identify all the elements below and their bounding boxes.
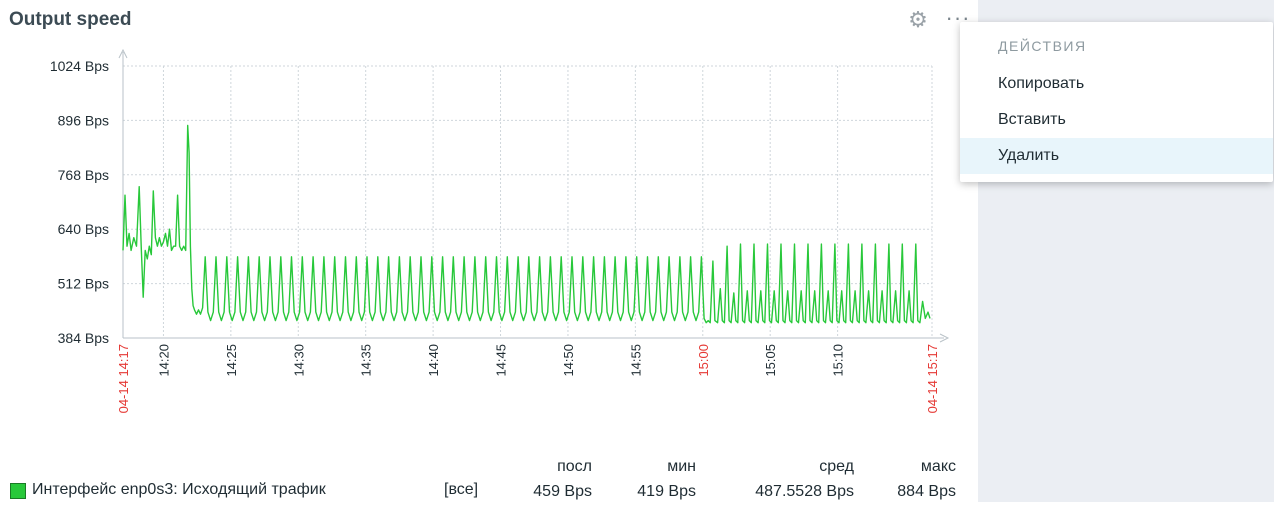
chart-axes xyxy=(118,48,950,343)
x-tick-label: 14:35 xyxy=(359,344,374,377)
y-tick-label: 512 Bps xyxy=(58,276,109,292)
legend-col-max: макс 884 Bps xyxy=(856,455,956,503)
legend-col-last: посл 459 Bps xyxy=(492,455,592,503)
menu-item-paste[interactable]: Вставить xyxy=(998,111,1066,128)
legend-header-last: посл xyxy=(557,458,592,475)
series-layer xyxy=(122,124,931,324)
series-line xyxy=(122,124,931,324)
y-tick-label: 640 Bps xyxy=(58,221,109,237)
legend-scope: [все] xyxy=(444,481,479,498)
x-tick-label: 14:50 xyxy=(561,344,576,377)
y-tick-label: 896 Bps xyxy=(58,112,109,128)
chart-legend: Интерфейс enp0s3: Исходящий трафик [все]… xyxy=(8,455,973,502)
x-tick-label: 14:45 xyxy=(494,344,509,377)
legend-header-min: мин xyxy=(667,458,696,475)
y-tick-label: 768 Bps xyxy=(58,167,109,183)
gear-icon[interactable]: ⚙ xyxy=(908,7,928,32)
x-axis-arrow xyxy=(939,333,950,343)
legend-header-avg: сред xyxy=(819,458,854,475)
x-tick-label: 14:40 xyxy=(426,344,441,377)
y-tick-label: 1024 Bps xyxy=(50,58,109,74)
legend-value-avg: 487.5528 Bps xyxy=(755,483,854,500)
menu-item-delete[interactable]: Удалить xyxy=(960,138,1273,174)
x-tick-label: 15:05 xyxy=(763,344,778,377)
y-axis-arrow xyxy=(118,48,128,59)
legend-value-max: 884 Bps xyxy=(897,483,956,500)
legend-value-min: 419 Bps xyxy=(637,483,696,500)
legend-header-max: макс xyxy=(920,458,956,475)
graph-widget: Output speed ⚙ ··· 1024 Bps 896 Bps 768 Bp… xyxy=(8,6,973,502)
legend-col-avg: сред 487.5528 Bps xyxy=(754,455,854,503)
x-tick-label: 14:20 xyxy=(156,344,171,377)
line-chart: 1024 Bps 896 Bps 768 Bps 640 Bps 512 Bps 384 … xyxy=(50,48,950,413)
legend-series-name: Интерфейс enp0s3: Исходящий трафик xyxy=(32,481,326,498)
legend-value-last: 459 Bps xyxy=(533,483,592,500)
x-tick-label: 14:30 xyxy=(291,344,306,377)
legend-swatch xyxy=(10,483,26,499)
x-tick-label: 04-14 14:17 xyxy=(116,344,131,413)
legend-col-min: мин 419 Bps xyxy=(596,455,696,503)
y-tick-label: 384 Bps xyxy=(58,330,109,346)
x-tick-label: 15:00 xyxy=(696,344,711,377)
menu-header: ДЕЙСТВИЯ xyxy=(998,38,1087,54)
actions-menu: ДЕЙСТВИЯ Копировать Вставить Удалить xyxy=(960,22,1273,182)
x-tick-label: 14:55 xyxy=(628,344,643,377)
x-tick-label: 15:10 xyxy=(831,344,846,377)
x-tick-labels: 04-14 14:17 14:20 14:25 14:30 14:35 14:40 14:4… xyxy=(116,344,940,413)
widget-title: Output speed xyxy=(9,9,132,30)
menu-item-copy[interactable]: Копировать xyxy=(998,75,1085,92)
y-tick-labels: 1024 Bps 896 Bps 768 Bps 640 Bps 512 Bps 384 … xyxy=(50,58,109,346)
x-tick-label: 04-14 15:17 xyxy=(925,344,940,413)
x-tick-label: 14:25 xyxy=(224,344,239,377)
